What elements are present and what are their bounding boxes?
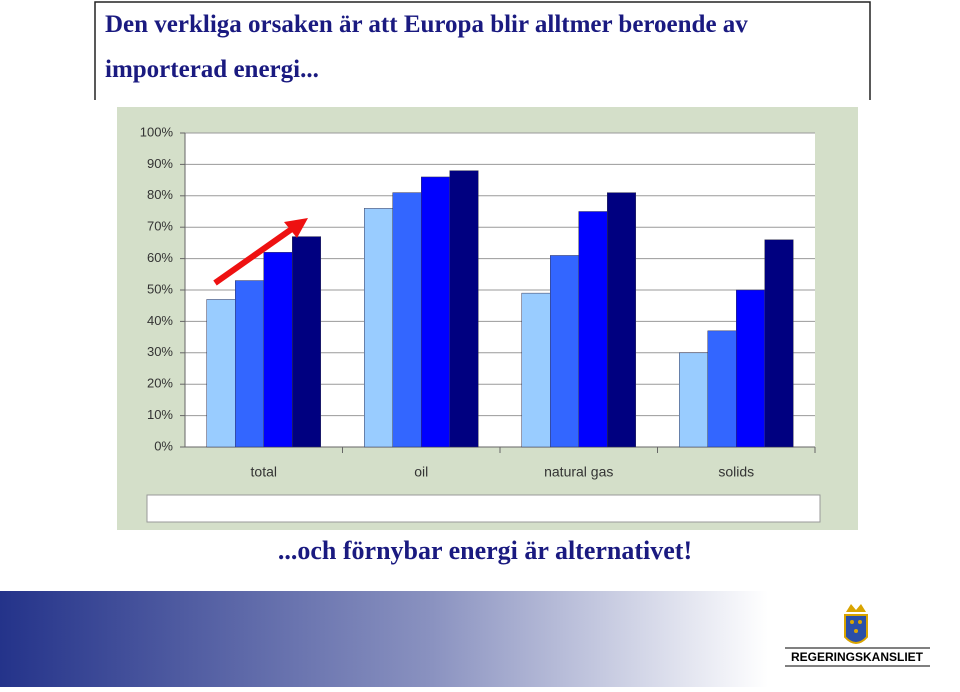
x-tick-label: natural gas	[544, 464, 613, 480]
y-tick-label: 0%	[154, 438, 173, 453]
bar	[521, 292, 551, 448]
bar	[364, 208, 393, 448]
x-tick-label: total	[251, 464, 277, 480]
bar	[578, 211, 608, 448]
bar	[550, 255, 579, 448]
y-tick-label: 60%	[147, 250, 173, 265]
bar	[679, 352, 708, 448]
arrow-head	[284, 218, 308, 238]
bar	[449, 170, 479, 448]
legend-box	[146, 494, 821, 523]
logo-text: REGERINGSKANSLIET	[791, 650, 924, 664]
bar	[421, 176, 450, 448]
title-line: Den verkliga orsaken är att Europa blir …	[105, 11, 748, 38]
x-tick-label: solids	[718, 464, 754, 480]
bar	[235, 280, 264, 448]
bar	[736, 289, 765, 448]
bar	[607, 192, 636, 448]
y-tick-label: 50%	[147, 281, 173, 296]
y-tick-label: 40%	[147, 313, 173, 328]
y-tick-label: 100%	[140, 124, 174, 139]
y-tick-label: 30%	[147, 344, 173, 359]
crest	[844, 604, 868, 644]
caption: ...och förnybar energi är alternativet!	[278, 536, 692, 565]
arrow	[213, 223, 298, 286]
y-tick-label: 20%	[147, 376, 173, 391]
slide-title: Den verkliga orsaken är att Europa blir …	[105, 11, 754, 83]
bar	[392, 192, 422, 448]
bar	[263, 252, 293, 448]
title-box	[94, 1, 871, 100]
bar	[707, 330, 737, 448]
x-tick-label: oil	[414, 464, 428, 480]
y-tick-label: 90%	[147, 156, 173, 171]
bar	[206, 299, 236, 448]
logo-bg	[780, 591, 960, 687]
y-tick-label: 10%	[147, 407, 173, 422]
y-tick-label: 70%	[147, 219, 173, 234]
title-line: importerad energi...	[105, 56, 319, 83]
bar	[292, 236, 321, 448]
bar	[764, 239, 794, 448]
y-tick-label: 80%	[147, 187, 173, 202]
